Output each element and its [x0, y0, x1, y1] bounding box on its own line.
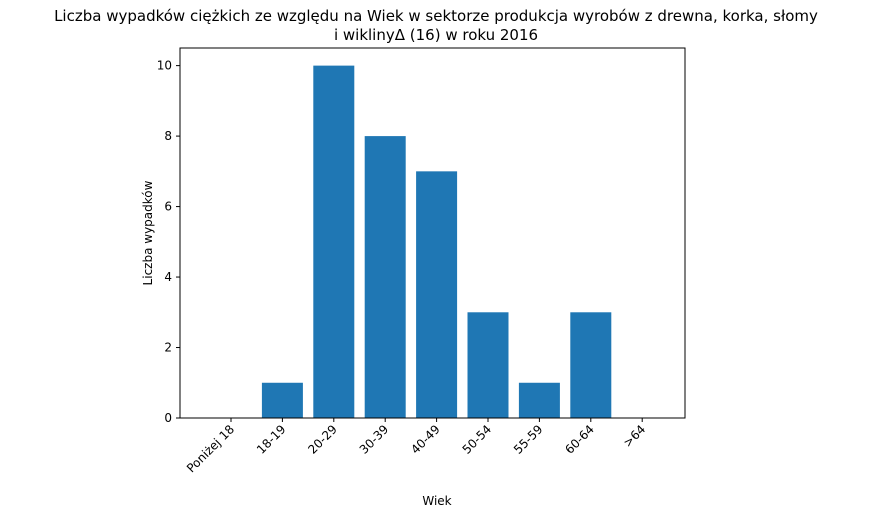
x-tick-label: 18-19: [254, 422, 289, 457]
x-tick-label: 55-59: [511, 422, 546, 457]
y-tick-label: 8: [164, 129, 172, 143]
x-axis-label: Wiek: [422, 494, 451, 508]
x-tick-label: 50-54: [460, 422, 495, 457]
chart-title-line-2: i wiklinyΔ (16) w roku 2016: [334, 26, 538, 44]
plot-frame: [179, 47, 686, 419]
y-tick-label: 2: [164, 341, 172, 355]
x-tick-label: 20-29: [305, 422, 340, 457]
y-axis-label: Liczba wypadków: [141, 180, 155, 285]
x-tick-label: 60-64: [562, 422, 597, 457]
x-tick-label: Poniżej 18: [184, 422, 237, 475]
x-tick-label: 40-49: [408, 422, 443, 457]
bar-5: [467, 312, 509, 418]
y-tick-label: 0: [164, 411, 172, 425]
x-tick-label: 30-39: [357, 422, 392, 457]
y-tick-label: 10: [157, 59, 172, 73]
bar-2: [313, 65, 355, 418]
y-tick-label: 4: [164, 270, 172, 284]
bar-4: [416, 171, 458, 418]
bar-3: [364, 136, 406, 418]
chart-title-line-1: Liczba wypadków ciężkich ze względu na W…: [54, 7, 818, 25]
y-tick-label: 6: [164, 200, 172, 214]
bars-group: [261, 65, 612, 418]
bar-6: [518, 382, 560, 418]
x-tick-label: >64: [621, 422, 649, 450]
y-axis: 0 2 4 6 8 10: [157, 59, 180, 425]
x-axis: Poniżej 18 18-19 20-29 30-39 40-49 50-54 55-59…: [184, 418, 648, 475]
bar-1: [261, 382, 303, 418]
bar-7: [570, 312, 612, 418]
